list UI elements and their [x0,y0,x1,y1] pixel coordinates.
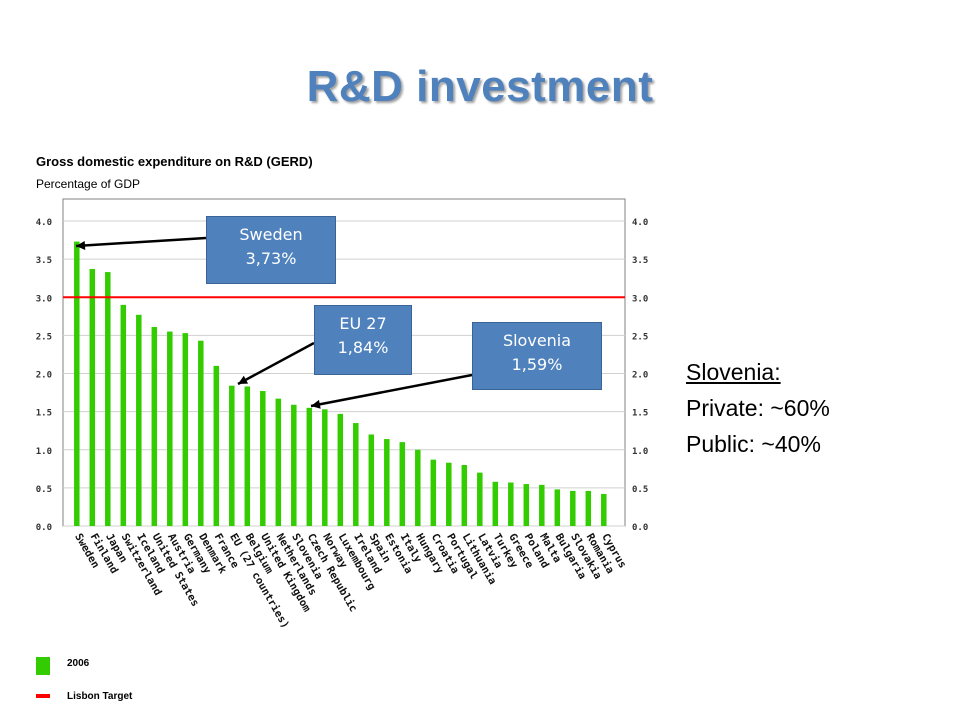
bar-0 [74,241,80,526]
y-tick-left-8: 4.0 [36,218,52,228]
chart-title: Gross domestic expenditure on R&D (GERD) [36,154,313,169]
y-tick-right-7: 3.5 [632,256,648,266]
arrow-slovenia [310,373,473,409]
arrow-slovenia-shaft [310,373,473,408]
legend-swatch-2006 [36,657,50,675]
bar-14 [291,404,297,526]
arrow-sweden-shaft [75,236,207,248]
bar-20 [384,439,390,526]
arrow-eu27 [237,341,315,386]
bar-16 [322,409,328,526]
callout-sweden: Sweden 3,73% [206,216,336,284]
chart-subtitle: Percentage of GDP [36,177,140,191]
bar-3 [120,304,127,526]
arrow-eu27-head [238,375,249,384]
bar-1 [89,269,96,526]
bar-21 [399,442,406,526]
y-tick-left-2: 1.0 [36,447,52,457]
y-tick-right-8: 4.0 [632,218,648,228]
y-tick-right-6: 3.0 [632,294,648,304]
bar-30 [539,484,545,526]
callout-sweden-value: 3,73% [245,249,297,268]
legend-label-target: Lisbon Target [67,691,133,702]
bar-25 [461,465,468,526]
bar-32 [570,490,576,526]
y-tick-right-2: 1.0 [632,447,648,457]
slovenia-funding-note: Slovenia: Private: ~60% Public: ~40% [686,354,830,462]
y-tick-left-7: 3.5 [36,256,52,266]
arrow-eu27-shaft [237,341,315,386]
bar-26 [477,472,483,526]
arrow-sweden [75,236,207,250]
bar-8 [198,340,204,526]
y-tick-left-4: 2.0 [36,371,52,381]
arrow-slovenia-head [311,399,321,409]
bar-12 [260,391,266,526]
callout-eu27: EU 27 1,84% [314,305,412,375]
y-tick-right-0: 0.0 [632,523,648,533]
bar-23 [430,459,437,526]
bar-5 [151,326,158,526]
bar-31 [554,489,561,526]
bar-13 [275,398,282,526]
callout-slovenia: Slovenia 1,59% [472,322,602,390]
bar-11 [244,386,251,526]
bar-33 [585,490,592,526]
callout-sweden-label: Sweden [239,225,303,244]
bar-4 [136,314,142,526]
bar-10 [229,385,235,526]
legend-swatch-target [36,694,50,698]
bar-34 [601,493,607,526]
legend-label-2006: 2006 [67,658,90,669]
arrow-sweden-head [76,240,86,250]
bar-24 [446,462,452,526]
callout-eu27-value: 1,84% [337,338,389,357]
bar-18 [353,423,359,526]
bar-2 [105,272,111,526]
y-tick-left-0: 0.0 [36,523,52,533]
y-tick-left-3: 1.5 [36,409,52,419]
y-tick-right-4: 2.0 [632,371,648,381]
note-private: Private: ~60% [686,395,830,421]
y-tick-right-5: 2.5 [632,332,648,342]
y-tick-right-1: 0.5 [632,485,648,495]
bar-17 [337,413,344,526]
callout-eu27-label: EU 27 [339,314,387,333]
bar-9 [213,365,220,526]
bar-6 [167,331,173,526]
bar-29 [523,484,530,526]
y-tick-left-1: 0.5 [36,485,52,495]
bar-7 [182,333,189,526]
bar-15 [306,407,313,526]
bar-19 [368,434,375,526]
callout-slovenia-label: Slovenia [502,331,572,350]
note-heading: Slovenia: [686,359,781,385]
bar-28 [508,482,514,526]
bar-27 [492,481,499,526]
bar-22 [415,449,421,526]
note-public: Public: ~40% [686,431,821,457]
y-tick-right-3: 1.5 [632,409,648,419]
y-tick-left-5: 2.5 [36,332,52,342]
callout-slovenia-value: 1,59% [511,355,563,374]
y-tick-left-6: 3.0 [36,294,52,304]
slide-title: R&D investment [306,62,654,111]
